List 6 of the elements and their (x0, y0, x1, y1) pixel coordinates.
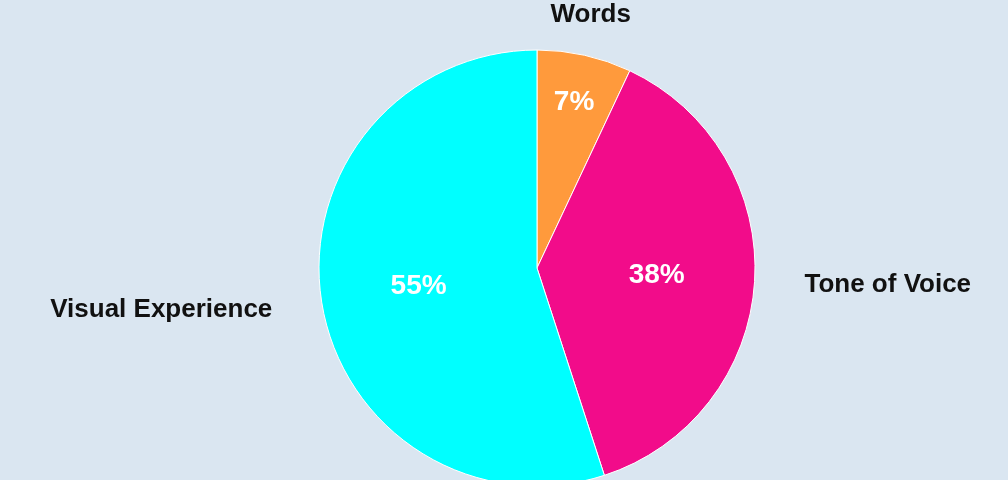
slice-label: Tone of Voice (804, 268, 972, 298)
slice-label: Visual Experience (50, 293, 273, 324)
data-label: 7% (553, 84, 595, 116)
data-label: 55% (390, 269, 447, 301)
data-label: 38% (628, 258, 685, 290)
slice-label: Words (550, 0, 631, 29)
